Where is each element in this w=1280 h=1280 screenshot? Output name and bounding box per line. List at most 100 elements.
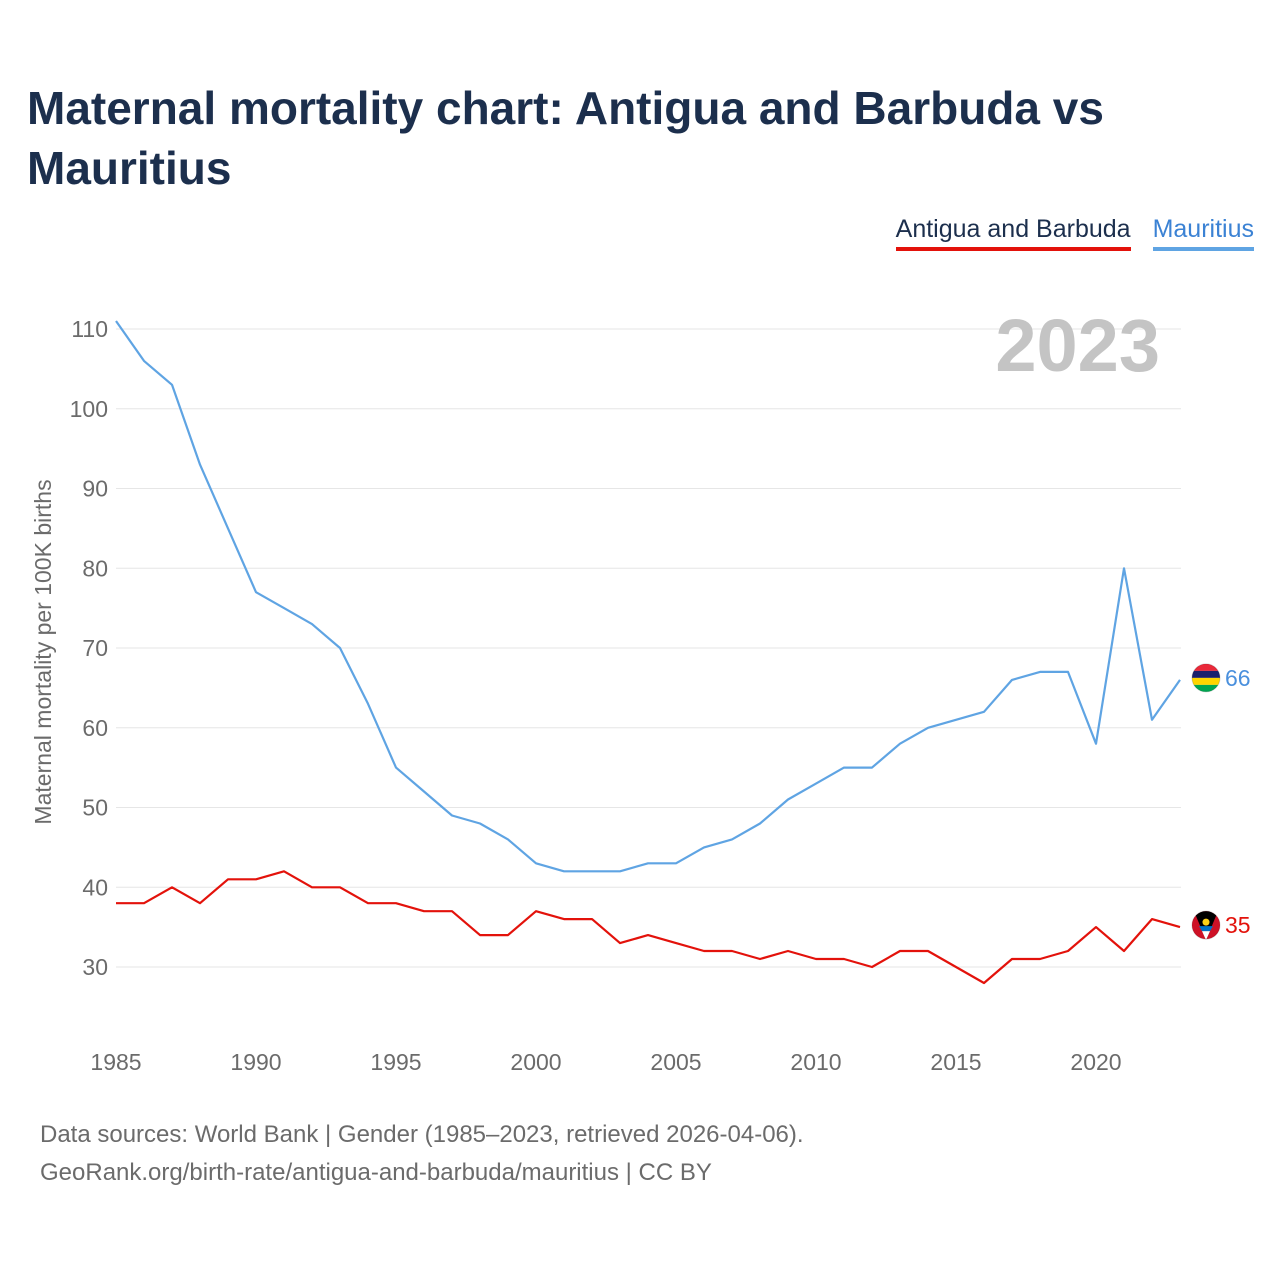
source-url[interactable]: GeoRank.org/birth-rate/antigua-and-barbu… [40, 1159, 712, 1186]
data-point-antigua-and-barbuda[interactable] [813, 956, 819, 962]
y-axis-ticks: 30 40 50 60 70 80 90 100 110 [70, 316, 108, 980]
data-point-antigua-and-barbuda[interactable] [785, 948, 791, 954]
data-point-mauritius[interactable] [393, 765, 399, 771]
data-point-mauritius[interactable] [561, 868, 567, 874]
data-point-antigua-and-barbuda[interactable] [1093, 924, 1099, 930]
data-point-mauritius[interactable] [1009, 677, 1015, 683]
data-point-antigua-and-barbuda[interactable] [477, 932, 483, 938]
data-point-antigua-and-barbuda[interactable] [309, 884, 315, 890]
data-point-mauritius[interactable] [701, 844, 707, 850]
data-point-antigua-and-barbuda[interactable] [113, 900, 119, 906]
y-tick-label: 70 [82, 635, 108, 661]
data-point-antigua-and-barbuda[interactable] [729, 948, 735, 954]
y-axis-label: Maternal mortality per 100K births [30, 479, 56, 824]
data-point-antigua-and-barbuda[interactable] [757, 956, 763, 962]
data-point-antigua-and-barbuda[interactable] [673, 940, 679, 946]
data-point-antigua-and-barbuda[interactable] [925, 948, 931, 954]
data-point-antigua-and-barbuda[interactable] [645, 932, 651, 938]
data-point-antigua-and-barbuda[interactable] [365, 900, 371, 906]
data-point-antigua-and-barbuda[interactable] [169, 884, 175, 890]
data-point-mauritius[interactable] [785, 797, 791, 803]
data-point-antigua-and-barbuda[interactable] [1149, 916, 1155, 922]
data-point-antigua-and-barbuda[interactable] [981, 980, 987, 986]
data-point-mauritius[interactable] [617, 868, 623, 874]
series-line-mauritius[interactable] [115, 320, 1181, 873]
x-tick-label: 1995 [370, 1049, 421, 1075]
x-tick-label: 1990 [230, 1049, 281, 1075]
data-point-antigua-and-barbuda[interactable] [421, 908, 427, 914]
data-point-mauritius[interactable] [309, 621, 315, 627]
x-tick-label: 2010 [790, 1049, 841, 1075]
data-point-antigua-and-barbuda[interactable] [449, 908, 455, 914]
data-point-mauritius[interactable] [673, 860, 679, 866]
data-point-mauritius[interactable] [925, 725, 931, 731]
data-point-antigua-and-barbuda[interactable] [505, 932, 511, 938]
data-point-antigua-and-barbuda[interactable] [589, 916, 595, 922]
data-point-mauritius[interactable] [1093, 741, 1099, 747]
data-point-antigua-and-barbuda[interactable] [337, 884, 343, 890]
data-point-antigua-and-barbuda[interactable] [617, 940, 623, 946]
data-point-antigua-and-barbuda[interactable] [1009, 956, 1015, 962]
data-point-mauritius[interactable] [281, 605, 287, 611]
series-lines [113, 318, 1183, 986]
data-point-mauritius[interactable] [337, 645, 343, 651]
data-point-mauritius[interactable] [141, 358, 147, 364]
data-point-mauritius[interactable] [869, 765, 875, 771]
data-point-antigua-and-barbuda[interactable] [1121, 948, 1127, 954]
data-point-mauritius[interactable] [113, 318, 119, 324]
data-point-antigua-and-barbuda[interactable] [869, 964, 875, 970]
line-chart: 30 40 50 60 70 80 90 100 110 1985 1990 1995 2000 200… [30, 304, 1251, 1075]
data-point-antigua-and-barbuda[interactable] [561, 916, 567, 922]
data-point-antigua-and-barbuda[interactable] [197, 900, 203, 906]
data-point-antigua-and-barbuda[interactable] [393, 900, 399, 906]
data-point-mauritius[interactable] [1149, 717, 1155, 723]
data-point-mauritius[interactable] [841, 765, 847, 771]
data-point-antigua-and-barbuda[interactable] [225, 876, 231, 882]
data-point-antigua-and-barbuda[interactable] [701, 948, 707, 954]
data-point-antigua-and-barbuda[interactable] [281, 868, 287, 874]
data-point-mauritius[interactable] [505, 836, 511, 842]
data-point-antigua-and-barbuda[interactable] [841, 956, 847, 962]
data-point-mauritius[interactable] [1177, 677, 1183, 683]
data-point-mauritius[interactable] [1121, 565, 1127, 571]
data-point-mauritius[interactable] [589, 868, 595, 874]
data-point-antigua-and-barbuda[interactable] [1065, 948, 1071, 954]
data-point-mauritius[interactable] [813, 781, 819, 787]
data-point-mauritius[interactable] [757, 820, 763, 826]
data-point-mauritius[interactable] [365, 701, 371, 707]
gridlines [116, 328, 1181, 968]
mauritius-flag-icon [1191, 663, 1221, 693]
data-point-mauritius[interactable] [225, 525, 231, 531]
legend: Antigua and Barbuda Mauritius [895, 214, 1254, 251]
data-point-mauritius[interactable] [1065, 669, 1071, 675]
data-point-mauritius[interactable] [729, 836, 735, 842]
x-tick-label: 2000 [510, 1049, 561, 1075]
x-tick-label: 1985 [90, 1049, 141, 1075]
data-point-mauritius[interactable] [981, 709, 987, 715]
antigua-and-barbuda-flag-icon [1191, 910, 1221, 940]
data-point-mauritius[interactable] [449, 812, 455, 818]
data-point-antigua-and-barbuda[interactable] [897, 948, 903, 954]
data-point-mauritius[interactable] [197, 462, 203, 468]
data-point-antigua-and-barbuda[interactable] [141, 900, 147, 906]
data-point-antigua-and-barbuda[interactable] [253, 876, 259, 882]
data-point-mauritius[interactable] [897, 741, 903, 747]
y-tick-label: 60 [82, 715, 108, 741]
data-point-mauritius[interactable] [169, 382, 175, 388]
legend-item-antigua-and-barbuda[interactable]: Antigua and Barbuda [895, 214, 1131, 251]
legend-item-mauritius[interactable]: Mauritius [1152, 214, 1254, 251]
data-point-antigua-and-barbuda[interactable] [953, 964, 959, 970]
data-point-mauritius[interactable] [645, 860, 651, 866]
y-tick-label: 80 [82, 555, 108, 581]
series-line-antigua-and-barbuda[interactable] [116, 870, 1181, 985]
data-point-antigua-and-barbuda[interactable] [1037, 956, 1043, 962]
data-point-antigua-and-barbuda[interactable] [533, 908, 539, 914]
data-point-mauritius[interactable] [953, 717, 959, 723]
data-point-mauritius[interactable] [1037, 669, 1043, 675]
y-tick-label: 30 [82, 954, 108, 980]
data-point-antigua-and-barbuda[interactable] [1177, 924, 1183, 930]
data-point-mauritius[interactable] [421, 789, 427, 795]
data-point-mauritius[interactable] [533, 860, 539, 866]
data-point-mauritius[interactable] [477, 820, 483, 826]
data-point-mauritius[interactable] [253, 589, 259, 595]
